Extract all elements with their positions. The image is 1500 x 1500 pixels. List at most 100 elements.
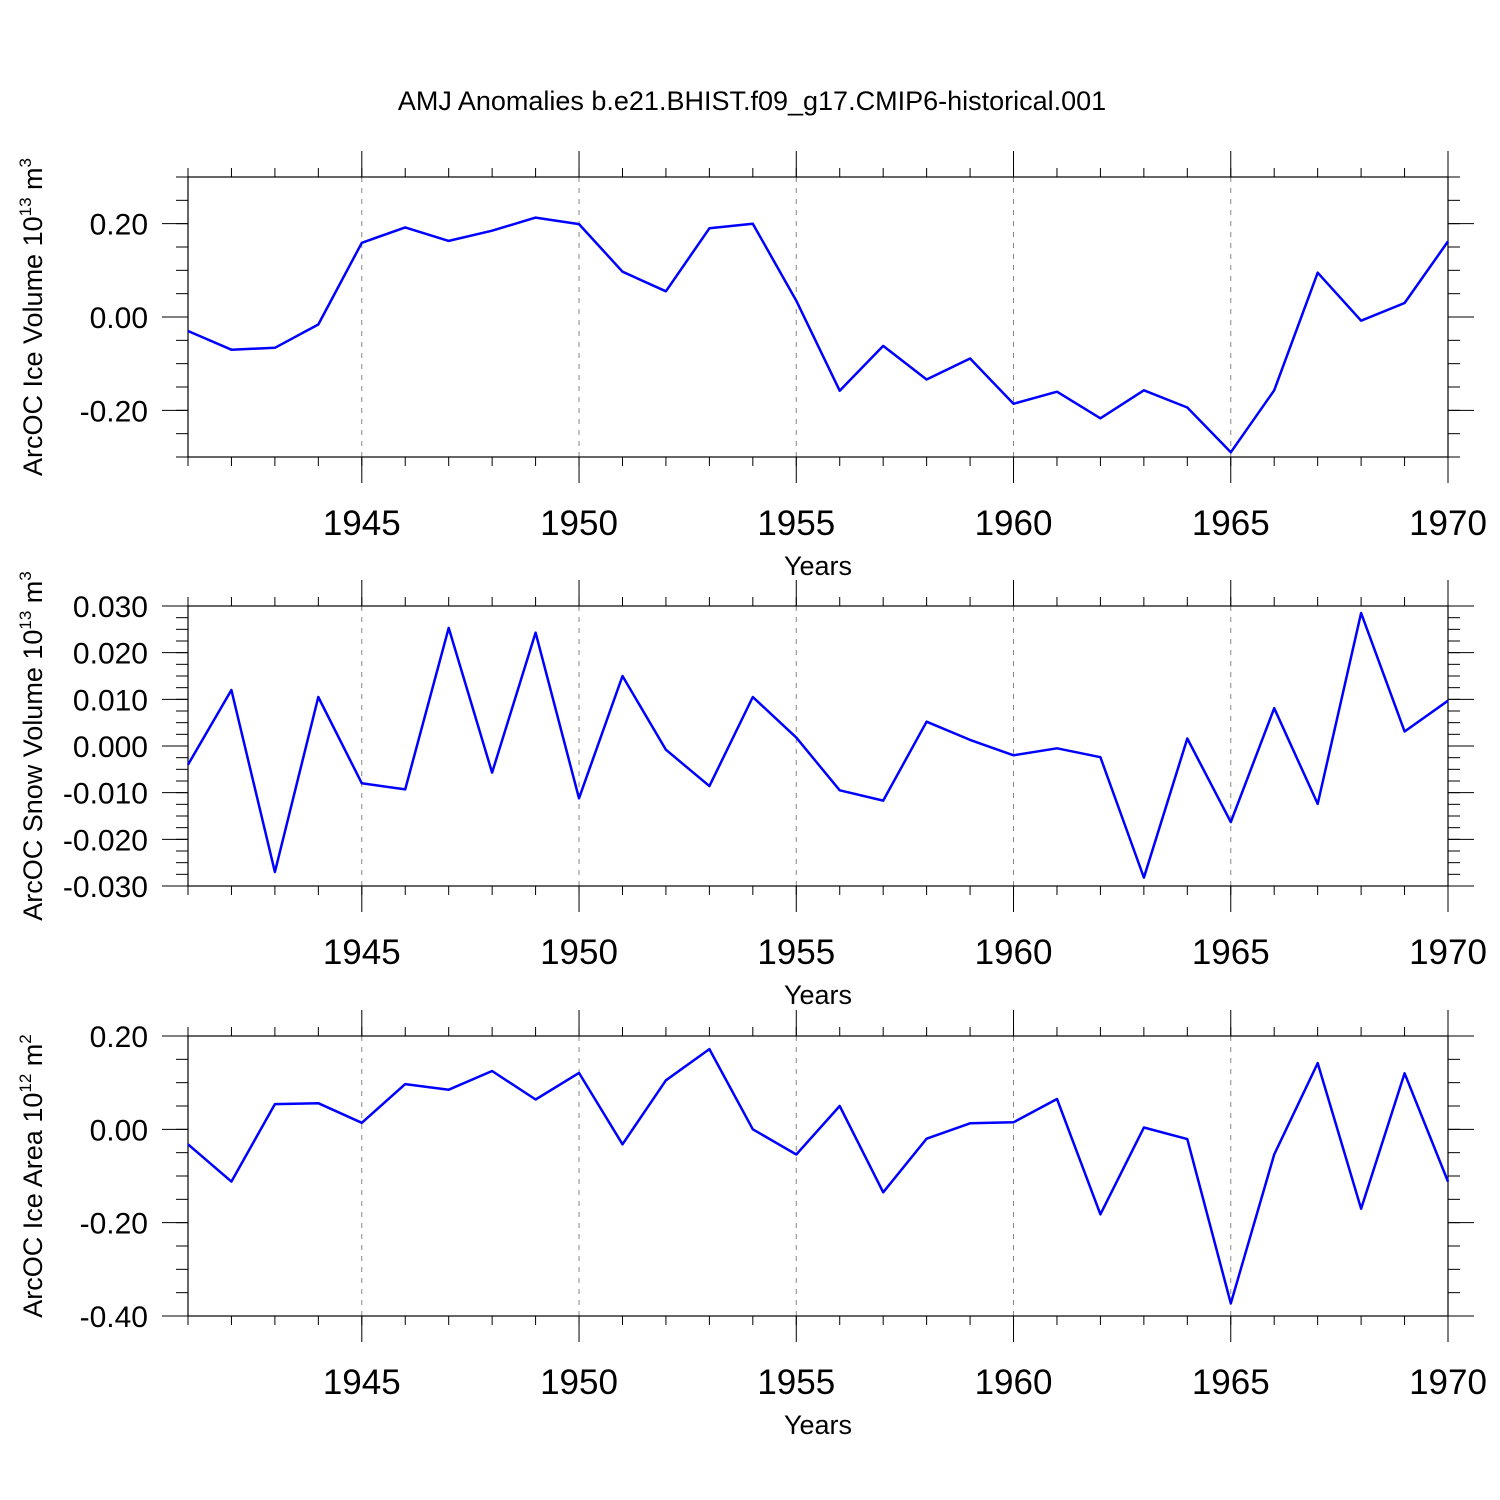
chart-title: AMJ Anomalies b.e21.BHIST.f09_g17.CMIP6-… <box>398 86 1106 116</box>
data-point <box>273 1102 277 1106</box>
data-point <box>1229 820 1233 824</box>
data-point <box>1403 301 1407 305</box>
y-tick-label: 0.030 <box>73 591 148 624</box>
data-point <box>1359 611 1363 615</box>
x-tick-label: 1965 <box>1192 1363 1270 1402</box>
data-point <box>403 225 407 229</box>
data-point <box>534 1097 538 1101</box>
x-tick-label: 1950 <box>540 504 618 543</box>
data-point <box>1185 406 1189 410</box>
x-axis-label: Years <box>784 1410 852 1440</box>
data-point <box>534 216 538 220</box>
y-axis-label: ArcOC Ice Area 1012 m2 <box>16 1034 48 1318</box>
x-tick-label: 1955 <box>757 504 835 543</box>
data-point <box>1403 730 1407 734</box>
data-point <box>794 1153 798 1157</box>
plot-frame <box>187 1035 1449 1317</box>
data-point <box>490 229 494 233</box>
x-tick-label: 1950 <box>540 1363 618 1402</box>
data-point <box>534 631 538 635</box>
data-point <box>577 222 581 226</box>
data-point <box>186 763 190 767</box>
data-point <box>490 771 494 775</box>
x-tick-label: 1970 <box>1409 933 1487 972</box>
data-point <box>1229 450 1233 454</box>
y-tick-label: 0.20 <box>90 1021 148 1054</box>
x-tick-label: 1960 <box>975 504 1053 543</box>
data-point <box>1316 802 1320 806</box>
data-point <box>1185 1137 1189 1141</box>
data-point <box>925 720 929 724</box>
data-point <box>925 1137 929 1141</box>
x-tick-label: 1970 <box>1409 504 1487 543</box>
data-point <box>577 796 581 800</box>
data-point <box>490 1069 494 1073</box>
panels: 1945 1950 1955 1960 1965 1970 -0.20 0.00 0.20 Yea… <box>16 151 1487 1440</box>
data-point <box>620 1142 624 1146</box>
panel-1: 1945 1950 1955 1960 1965 1970 -0.20 0.00 0.20 Yea… <box>16 151 1487 581</box>
data-point <box>707 784 711 788</box>
y-tick-label: 0.010 <box>73 684 148 717</box>
y-axis-label: ArcOC Snow Volume 1013 m3 <box>16 571 48 921</box>
data-point <box>1012 402 1016 406</box>
data-point <box>925 378 929 382</box>
data-point <box>1272 1153 1276 1157</box>
data-point <box>360 1121 364 1125</box>
data-point <box>1359 1207 1363 1211</box>
data-point <box>838 389 842 393</box>
data-point <box>1098 755 1102 759</box>
data-point <box>664 1078 668 1082</box>
data-point <box>316 1101 320 1105</box>
data-point <box>707 226 711 230</box>
data-point <box>229 688 233 692</box>
data-point <box>1272 706 1276 710</box>
y-tick-label: -0.40 <box>80 1301 148 1334</box>
data-point <box>316 695 320 699</box>
data-point <box>1142 876 1146 880</box>
series-line <box>186 611 1449 879</box>
data-point <box>881 1190 885 1194</box>
x-tick-label: 1950 <box>540 933 618 972</box>
data-point <box>186 329 190 333</box>
data-point <box>1403 1071 1407 1075</box>
y-tick-label: 0.00 <box>90 302 148 335</box>
data-point <box>1272 388 1276 392</box>
data-point <box>707 1047 711 1051</box>
x-tick-label: 1965 <box>1192 504 1270 543</box>
data-point <box>1055 390 1059 394</box>
y-tick-label: 0.020 <box>73 638 148 671</box>
x-tick-label: 1960 <box>975 1363 1053 1402</box>
data-point <box>273 870 277 874</box>
panel-3: 1945 1950 1955 1960 1965 1970 -0.40 -0.20 0.00 0.… <box>16 1010 1487 1440</box>
y-tick-label: -0.020 <box>63 824 148 857</box>
data-point <box>1446 699 1450 703</box>
data-point <box>1055 746 1059 750</box>
data-point <box>316 322 320 326</box>
data-point <box>881 344 885 348</box>
data-point <box>1185 737 1189 741</box>
data-point <box>273 346 277 350</box>
data-point <box>968 738 972 742</box>
data-point <box>751 1127 755 1131</box>
data-point <box>1142 1125 1146 1129</box>
data-point <box>1446 1180 1450 1184</box>
data-point <box>1012 1120 1016 1124</box>
y-axis-label: ArcOC Ice Volume 1013 m3 <box>16 158 48 476</box>
x-tick-label: 1955 <box>757 933 835 972</box>
y-tick-label: 0.000 <box>73 731 148 764</box>
data-point <box>968 1121 972 1125</box>
data-point <box>794 299 798 303</box>
data-point <box>620 270 624 274</box>
data-point <box>403 1082 407 1086</box>
series-line <box>187 216 1450 454</box>
data-point <box>1229 1301 1233 1305</box>
panel-2: 1945 1950 1955 1960 1965 1970 -0.030 -0.020 -0.0… <box>16 571 1487 1010</box>
data-point <box>1098 416 1102 420</box>
series-line <box>187 1047 1450 1305</box>
data-point <box>360 781 364 785</box>
x-tick-label: 1960 <box>975 933 1053 972</box>
data-point <box>838 1104 842 1108</box>
data-point <box>620 674 624 678</box>
